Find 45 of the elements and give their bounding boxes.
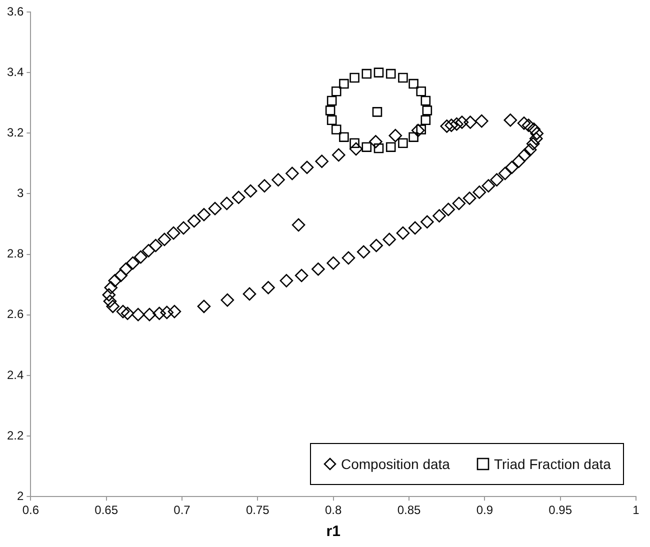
point bbox=[350, 138, 360, 148]
point bbox=[372, 107, 382, 117]
point bbox=[416, 86, 426, 96]
point bbox=[386, 68, 396, 79]
point bbox=[398, 138, 408, 148]
legend-label: Triad Fraction data bbox=[494, 456, 611, 472]
point bbox=[326, 115, 337, 126]
point bbox=[420, 115, 431, 126]
point bbox=[408, 78, 418, 89]
y-tick-label: 2.6 bbox=[6, 307, 24, 322]
x-tick-label: 0.8 bbox=[324, 503, 342, 518]
point bbox=[422, 106, 432, 116]
point bbox=[362, 68, 372, 79]
point bbox=[339, 132, 349, 142]
point bbox=[339, 78, 349, 89]
y-tick-label: 2.8 bbox=[6, 246, 24, 261]
point bbox=[386, 142, 396, 152]
point bbox=[408, 132, 418, 142]
x-tick-label: 0.6 bbox=[22, 503, 40, 518]
x-tick-label: 0.7 bbox=[174, 503, 191, 518]
x-tick-label: 0.75 bbox=[246, 503, 270, 518]
point bbox=[398, 72, 408, 83]
y-tick-label: 2 bbox=[16, 488, 24, 503]
y-tick-label: 3.6 bbox=[6, 4, 24, 18]
x-tick-label: 0.9 bbox=[476, 503, 494, 518]
x-axis-title: r1 bbox=[326, 523, 340, 540]
y-tick-label: 3.2 bbox=[6, 125, 24, 140]
point bbox=[420, 96, 431, 106]
y-tick-label: 2.2 bbox=[6, 428, 24, 442]
point bbox=[326, 96, 337, 106]
point bbox=[325, 106, 336, 116]
point bbox=[331, 86, 342, 96]
x-tick-label: 0.95 bbox=[548, 503, 572, 518]
x-tick-label: 1 bbox=[632, 503, 640, 518]
x-tick-label: 0.65 bbox=[94, 503, 118, 518]
y-tick-label: 3.4 bbox=[6, 64, 24, 79]
point bbox=[350, 72, 360, 83]
y-tick-label: 2.4 bbox=[6, 368, 24, 382]
point bbox=[374, 143, 384, 154]
x-tick-label: 0.85 bbox=[397, 503, 422, 518]
point bbox=[374, 68, 384, 78]
y-tick-label: 3 bbox=[16, 186, 24, 200]
point bbox=[362, 142, 372, 152]
point bbox=[331, 124, 342, 134]
legend-label: Composition data bbox=[341, 456, 450, 472]
